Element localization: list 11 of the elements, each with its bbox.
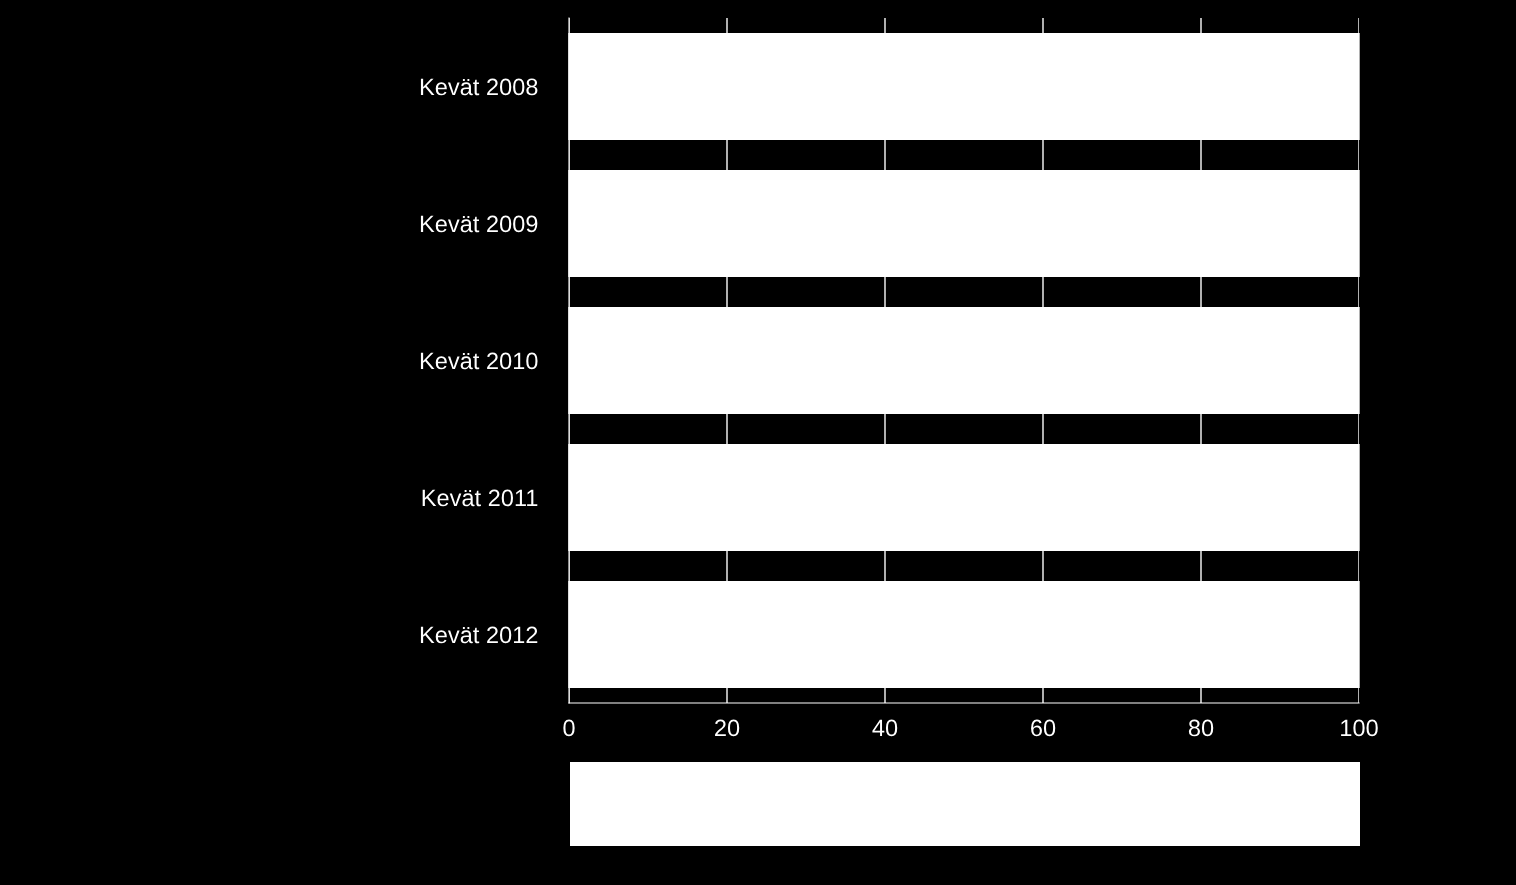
y-tick-label: Kevät 2011 (422, 489, 538, 507)
y-tick-label: Kevät 2010 (420, 352, 538, 370)
x-tick-label: 20 (715, 719, 740, 737)
x-tick-label: 80 (1188, 719, 1214, 737)
y-tick-label: Kevät 2009 (420, 215, 538, 233)
x-tick-label: 0 (563, 719, 575, 737)
x-tick-label: 40 (872, 719, 898, 737)
y-tick-label: Kevät 2012 (420, 626, 538, 644)
x-tick-label: 60 (1031, 719, 1056, 737)
x-tick-label: 100 (1341, 719, 1378, 737)
y-tick-label: Kevät 2008 (420, 78, 538, 96)
